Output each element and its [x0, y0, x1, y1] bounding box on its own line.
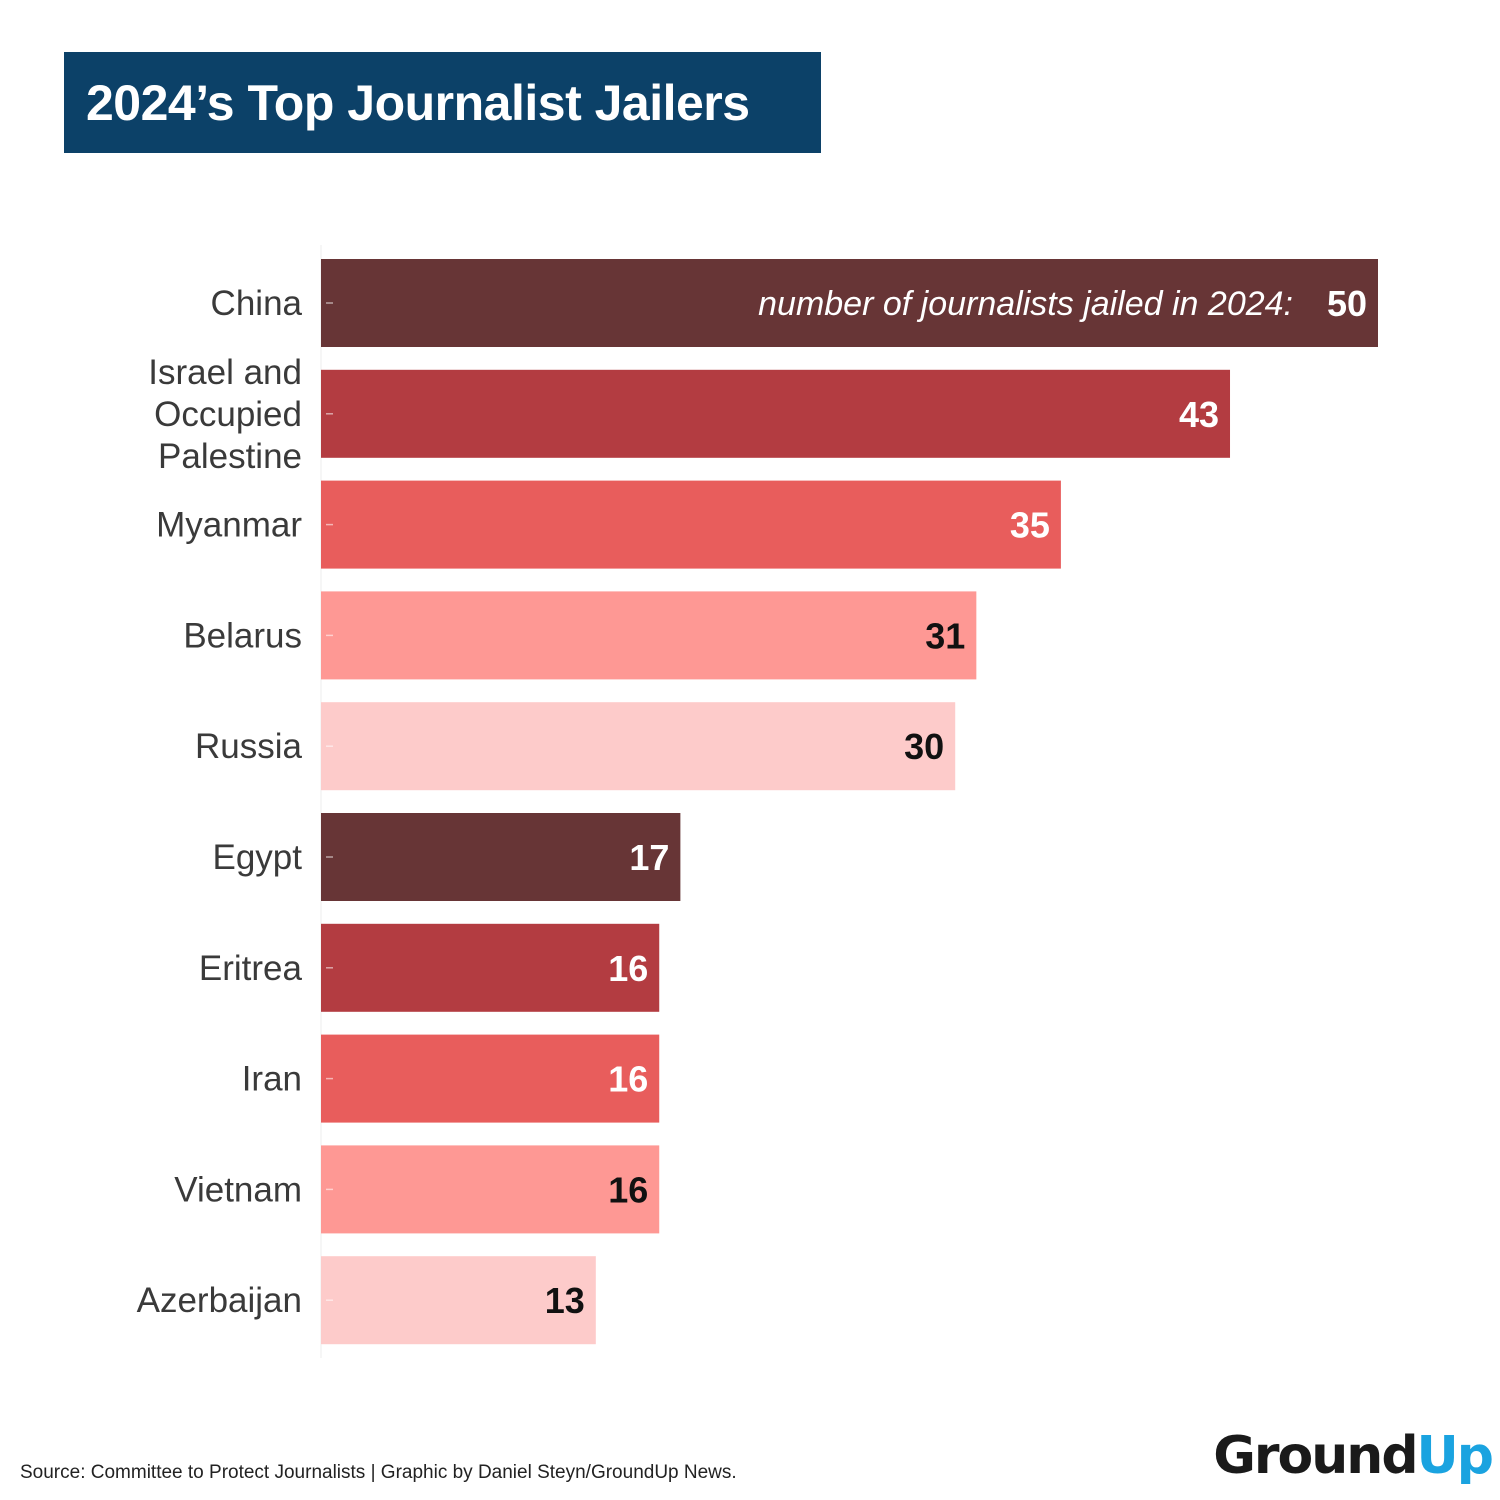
bar — [321, 813, 681, 901]
source-note: Source: Committee to Protect Journalists… — [20, 1462, 737, 1483]
category-label: Egypt — [213, 838, 303, 877]
category-label: Vietnam — [174, 1170, 302, 1209]
category-label: China — [211, 284, 303, 323]
value-label: 13 — [545, 1280, 585, 1321]
groundup-logo: GroundUp — [1213, 1426, 1494, 1486]
bar — [321, 369, 1231, 458]
bar — [321, 259, 1378, 347]
bar — [321, 1256, 596, 1345]
category-label: Iran — [242, 1060, 302, 1099]
bar — [321, 591, 977, 680]
value-label: 17 — [629, 837, 669, 878]
logo-text-ground: Ground — [1213, 1426, 1418, 1486]
logo-text-up: Up — [1416, 1426, 1494, 1486]
value-label: 50 — [1327, 283, 1367, 324]
bar — [321, 702, 956, 791]
title-banner: 2024’s Top Journalist Jailers — [64, 52, 821, 153]
value-label: 16 — [608, 1059, 648, 1100]
bar — [321, 480, 1061, 569]
category-label: Russia — [195, 727, 303, 766]
value-label: 16 — [608, 948, 648, 989]
value-annotation: number of journalists jailed in 2024: — [758, 285, 1293, 323]
bar — [321, 1034, 660, 1123]
value-label: 43 — [1179, 394, 1219, 435]
category-label: Eritrea — [199, 949, 303, 988]
category-label: Azerbaijan — [137, 1281, 302, 1320]
value-label: 31 — [925, 615, 965, 656]
category-label: Myanmar — [156, 506, 302, 545]
bar — [321, 923, 660, 1012]
category-label: Israel and Occupied Palestine — [148, 353, 302, 476]
bar — [321, 1145, 660, 1234]
value-label: 30 — [904, 726, 944, 767]
category-label: Belarus — [183, 616, 302, 655]
value-label: 35 — [1010, 505, 1050, 546]
value-label: 16 — [608, 1169, 648, 1210]
chart-title: 2024’s Top Journalist Jailers — [86, 74, 750, 131]
